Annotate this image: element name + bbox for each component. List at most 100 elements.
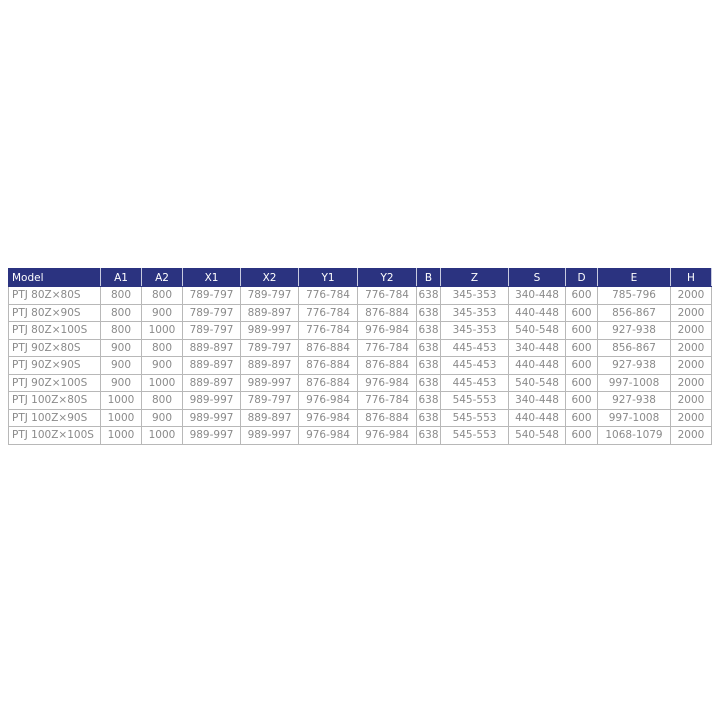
cell-x2: 789-797	[240, 391, 299, 410]
cell-s: 340-448	[508, 286, 566, 305]
cell-a1: 1000	[100, 391, 142, 410]
cell-z: 345-353	[440, 303, 509, 322]
cell-y1: 876-884	[298, 338, 358, 357]
cell-y1: 876-884	[298, 373, 358, 392]
cell-s: 540-548	[508, 426, 566, 445]
cell-x1: 989-997	[182, 408, 241, 427]
cell-e: 927-938	[597, 391, 671, 410]
cell-y1: 776-784	[298, 303, 358, 322]
cell-x1: 789-797	[182, 321, 241, 340]
cell-x1: 789-797	[182, 303, 241, 322]
cell-z: 345-353	[440, 321, 509, 340]
cell-b: 638	[416, 321, 441, 340]
cell-x2: 989-997	[240, 426, 299, 445]
cell-y1: 976-984	[298, 426, 358, 445]
cell-h: 2000	[670, 338, 712, 357]
cell-b: 638	[416, 426, 441, 445]
cell-b: 638	[416, 391, 441, 410]
cell-b: 638	[416, 338, 441, 357]
cell-y1: 776-784	[298, 321, 358, 340]
column-header-z: Z	[440, 268, 509, 287]
table-row: PTJ 90Z×90S 900 900 889-897 889-897 876-884 87…	[8, 356, 712, 375]
cell-model: PTJ 100Z×80S	[8, 391, 101, 410]
cell-a2: 1000	[141, 373, 183, 392]
cell-e: 856-867	[597, 303, 671, 322]
cell-y2: 876-884	[357, 303, 417, 322]
cell-s: 440-448	[508, 408, 566, 427]
cell-a1: 900	[100, 373, 142, 392]
cell-z: 545-553	[440, 391, 509, 410]
cell-d: 600	[565, 356, 598, 375]
cell-y2: 976-984	[357, 321, 417, 340]
cell-y1: 876-884	[298, 356, 358, 375]
cell-x2: 889-897	[240, 408, 299, 427]
column-header-e: E	[597, 268, 671, 287]
column-header-y1: Y1	[298, 268, 358, 287]
cell-x2: 989-997	[240, 321, 299, 340]
table-row: PTJ 80Z×90S 800 900 789-797 889-897 776-784 87…	[8, 303, 712, 322]
cell-model: PTJ 80Z×90S	[8, 303, 101, 322]
cell-x2: 789-797	[240, 286, 299, 305]
cell-z: 345-353	[440, 286, 509, 305]
cell-a1: 900	[100, 356, 142, 375]
cell-z: 445-453	[440, 373, 509, 392]
cell-d: 600	[565, 373, 598, 392]
cell-e: 927-938	[597, 356, 671, 375]
table-header-row: Model A1 A2 X1 X2 Y1 Y2 B Z S D E H	[8, 268, 712, 287]
cell-x2: 789-797	[240, 338, 299, 357]
column-header-x2: X2	[240, 268, 299, 287]
cell-s: 540-548	[508, 321, 566, 340]
cell-b: 638	[416, 286, 441, 305]
cell-d: 600	[565, 426, 598, 445]
cell-a2: 900	[141, 303, 183, 322]
cell-e: 785-796	[597, 286, 671, 305]
cell-y2: 776-784	[357, 286, 417, 305]
cell-y2: 776-784	[357, 338, 417, 357]
cell-b: 638	[416, 408, 441, 427]
cell-d: 600	[565, 338, 598, 357]
cell-h: 2000	[670, 408, 712, 427]
cell-x2: 889-897	[240, 356, 299, 375]
cell-a2: 800	[141, 286, 183, 305]
cell-x1: 889-897	[182, 338, 241, 357]
cell-x2: 989-997	[240, 373, 299, 392]
cell-a2: 1000	[141, 321, 183, 340]
cell-e: 856-867	[597, 338, 671, 357]
cell-h: 2000	[670, 356, 712, 375]
cell-x1: 789-797	[182, 286, 241, 305]
column-header-d: D	[565, 268, 598, 287]
cell-e: 1068-1079	[597, 426, 671, 445]
cell-h: 2000	[670, 303, 712, 322]
cell-z: 445-453	[440, 356, 509, 375]
cell-x1: 889-897	[182, 356, 241, 375]
cell-s: 440-448	[508, 303, 566, 322]
cell-s: 540-548	[508, 373, 566, 392]
cell-z: 545-553	[440, 426, 509, 445]
cell-z: 445-453	[440, 338, 509, 357]
cell-a2: 800	[141, 338, 183, 357]
cell-y2: 776-784	[357, 391, 417, 410]
cell-x1: 989-997	[182, 426, 241, 445]
cell-h: 2000	[670, 426, 712, 445]
column-header-model: Model	[8, 268, 101, 287]
cell-x1: 989-997	[182, 391, 241, 410]
cell-a1: 1000	[100, 408, 142, 427]
table-row: PTJ 100Z×80S 1000 800 989-997 789-797 976-984…	[8, 391, 712, 410]
cell-a2: 1000	[141, 426, 183, 445]
table-row: PTJ 80Z×80S 800 800 789-797 789-797 776-784 77…	[8, 286, 712, 305]
cell-e: 997-1008	[597, 408, 671, 427]
cell-a1: 900	[100, 338, 142, 357]
table-row: PTJ 80Z×100S 800 1000 789-797 989-997 776-784…	[8, 321, 712, 340]
cell-b: 638	[416, 356, 441, 375]
cell-model: PTJ 100Z×90S	[8, 408, 101, 427]
cell-e: 927-938	[597, 321, 671, 340]
cell-x2: 889-897	[240, 303, 299, 322]
cell-d: 600	[565, 286, 598, 305]
column-header-a2: A2	[141, 268, 183, 287]
specification-table: Model A1 A2 X1 X2 Y1 Y2 B Z S D E H PTJ 80Z×80S 800 80…	[8, 268, 712, 445]
cell-h: 2000	[670, 286, 712, 305]
cell-d: 600	[565, 408, 598, 427]
column-header-b: B	[416, 268, 441, 287]
cell-model: PTJ 90Z×100S	[8, 373, 101, 392]
cell-y2: 976-984	[357, 373, 417, 392]
